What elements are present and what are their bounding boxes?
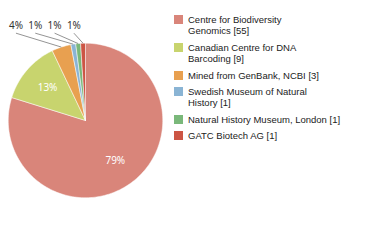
html-text:Mined from GenBank, NCBI [3]: Mined from GenBank, NCBI [3] — [188, 69, 319, 81]
svg-text:13%: 13% — [38, 80, 58, 94]
html-text:Centre for Biodiversity Genomi: Centre for Biodiversity Genomics [55] — [188, 14, 282, 37]
svg-text:79%: 79% — [105, 153, 125, 167]
svg-text:4%: 4% — [9, 18, 23, 32]
svg-text:1%: 1% — [67, 18, 81, 32]
html-text:Swedish Museum of Natural Hist: Swedish Museum of Natural History [1] — [188, 86, 307, 109]
html-text:GATC Biotech AG [1]: GATC Biotech AG [1] — [188, 130, 278, 142]
html-text:Canadian Centre for DNA Barcod: Canadian Centre for DNA Barcoding [9] — [188, 41, 297, 65]
html-text:Natural History Museum, London: Natural History Museum, London [1] — [188, 113, 341, 125]
svg-text:1%: 1% — [48, 18, 62, 32]
svg-text:1%: 1% — [28, 18, 42, 32]
